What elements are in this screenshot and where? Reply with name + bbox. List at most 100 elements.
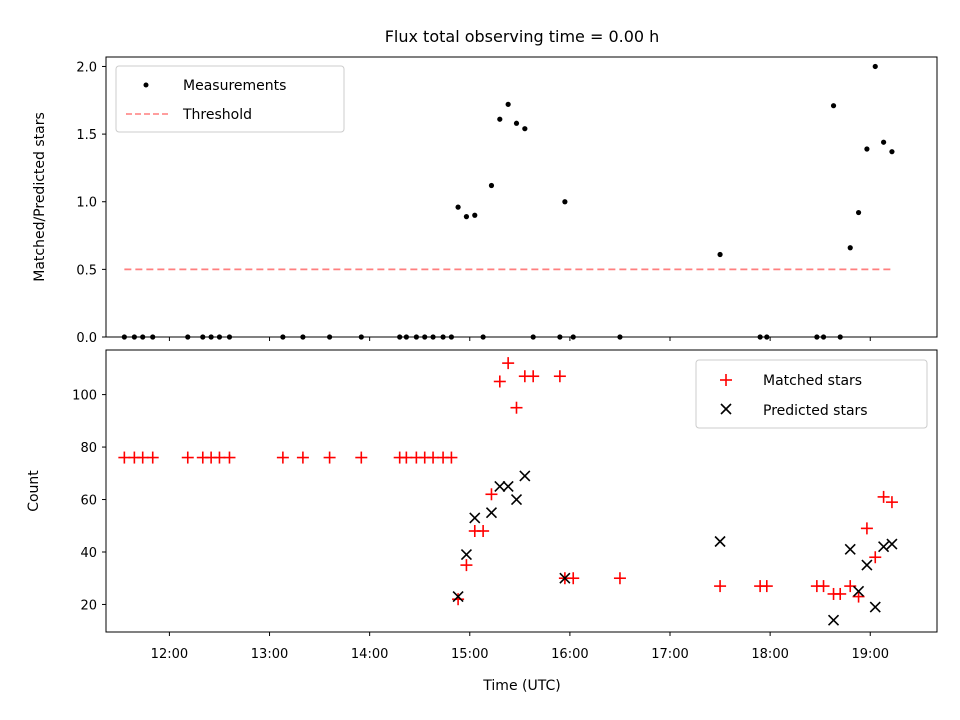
measurement-point: [881, 139, 887, 145]
legend-threshold-label: Threshold: [182, 107, 252, 123]
ratio-legend: Measurements Threshold: [115, 65, 345, 133]
x-tick-label: 12:00: [151, 647, 188, 662]
matched-stars-point: [714, 580, 727, 593]
measurement-point: [472, 212, 478, 218]
predicted-stars-point: [519, 470, 531, 482]
matched-stars-point: [400, 451, 413, 464]
x-tick-label: 16:00: [551, 647, 588, 662]
measurement-point: [864, 146, 870, 152]
matched-stars-point: [460, 559, 473, 572]
matched-stars-point: [885, 496, 898, 509]
x-tick-label: 17:00: [651, 647, 688, 662]
matched-stars-point: [445, 451, 458, 464]
x-tick-label: 18:00: [751, 647, 788, 662]
measurement-point: [847, 245, 853, 251]
measurement-point: [505, 101, 511, 107]
count-legend: Matched stars Predicted stars: [695, 359, 928, 429]
matched-stars-point: [493, 375, 506, 388]
predicted-stars-point: [861, 559, 873, 571]
matched-stars-point: [502, 357, 515, 370]
predicted-stars-point: [510, 493, 523, 506]
predicted-stars-point: [502, 480, 514, 492]
measurement-point: [463, 214, 470, 220]
count-y-tick-label: 60: [80, 494, 97, 509]
matched-stars-point: [276, 451, 289, 464]
legend-predicted-marker: [720, 403, 732, 415]
matched-stars-point: [852, 590, 865, 603]
predicted-stars-point: [452, 591, 464, 603]
measurement-point: [522, 126, 528, 132]
matched-stars-point: [613, 572, 626, 585]
ratio-plot-area: [121, 63, 895, 340]
ratio-y-tick-label: 1.0: [76, 196, 97, 211]
matched-stars-point: [477, 525, 490, 538]
matched-stars-point: [869, 551, 882, 564]
count-y-tick-label: 40: [80, 546, 97, 561]
matched-stars-point: [860, 522, 873, 535]
ratio-y-tick-label: 0.5: [76, 263, 97, 278]
measurement-point: [488, 182, 495, 189]
ratio-y-axis-label: Matched/Predicted stars: [32, 112, 48, 282]
predicted-stars-point: [878, 541, 890, 553]
matched-stars-point: [567, 572, 580, 585]
count-y-tick-label: 100: [72, 389, 97, 404]
matched-stars-point: [510, 401, 523, 414]
measurement-point: [855, 209, 862, 216]
x-tick-label: 15:00: [451, 647, 488, 662]
predicted-stars-point: [460, 549, 472, 561]
count-y-axis-label: Count: [26, 470, 42, 512]
matched-stars-point: [527, 370, 540, 383]
matched-stars-point: [118, 451, 131, 464]
measurement-point: [562, 199, 568, 205]
legend-matched-label: Matched stars: [763, 373, 862, 389]
count-y-tick-label: 80: [80, 441, 97, 456]
matched-stars-point: [355, 451, 368, 464]
measurement-point: [872, 63, 878, 70]
matched-stars-point: [136, 451, 149, 464]
matched-stars-point: [146, 451, 159, 464]
predicted-stars-point: [485, 507, 498, 519]
predicted-stars-point: [494, 480, 506, 492]
measurement-point: [717, 251, 723, 258]
matched-stars-point: [817, 580, 830, 593]
matched-stars-point: [223, 451, 236, 464]
matched-stars-point: [323, 451, 336, 464]
predicted-stars-point: [844, 543, 856, 555]
x-axis-label: Time (UTC): [482, 678, 560, 694]
measurement-point: [889, 149, 895, 155]
count-legend-box: [695, 359, 928, 429]
predicted-stars-point: [853, 585, 865, 597]
x-tick-label: 13:00: [251, 647, 288, 662]
predicted-stars-point: [886, 538, 898, 550]
measurement-point: [830, 103, 837, 109]
predicted-stars-point: [469, 512, 481, 524]
matched-stars-point: [213, 451, 226, 464]
matched-stars-point: [553, 370, 566, 383]
legend-measurements-marker: [143, 82, 149, 88]
x-tick-label: 19:00: [852, 647, 889, 662]
measurement-point: [513, 120, 520, 126]
legend-matched-marker: [720, 374, 732, 386]
legend-predicted-label: Predicted stars: [763, 403, 868, 419]
count-plot-area: [118, 357, 898, 626]
measurement-point: [497, 116, 503, 122]
matched-stars-point: [452, 593, 465, 606]
predicted-stars-point: [714, 535, 726, 548]
predicted-stars-point: [869, 601, 881, 613]
ratio-plot-frame: [105, 56, 938, 338]
count-plot-frame: [105, 349, 938, 633]
matched-stars-point: [296, 451, 309, 464]
matched-stars-point: [181, 451, 194, 464]
matched-stars-point: [760, 580, 773, 593]
matched-stars-point: [485, 488, 498, 501]
ratio-legend-box: [115, 65, 345, 133]
ratio-y-tick-label: 2.0: [76, 60, 97, 75]
measurement-point: [455, 204, 461, 210]
matched-stars-point: [427, 451, 440, 464]
chart-title: Flux total observing time = 0.00 h: [385, 27, 660, 46]
predicted-stars-point: [559, 572, 571, 584]
x-tick-label: 14:00: [351, 647, 388, 662]
matched-stars-point: [877, 490, 890, 503]
ratio-y-tick-label: 1.5: [76, 128, 97, 143]
